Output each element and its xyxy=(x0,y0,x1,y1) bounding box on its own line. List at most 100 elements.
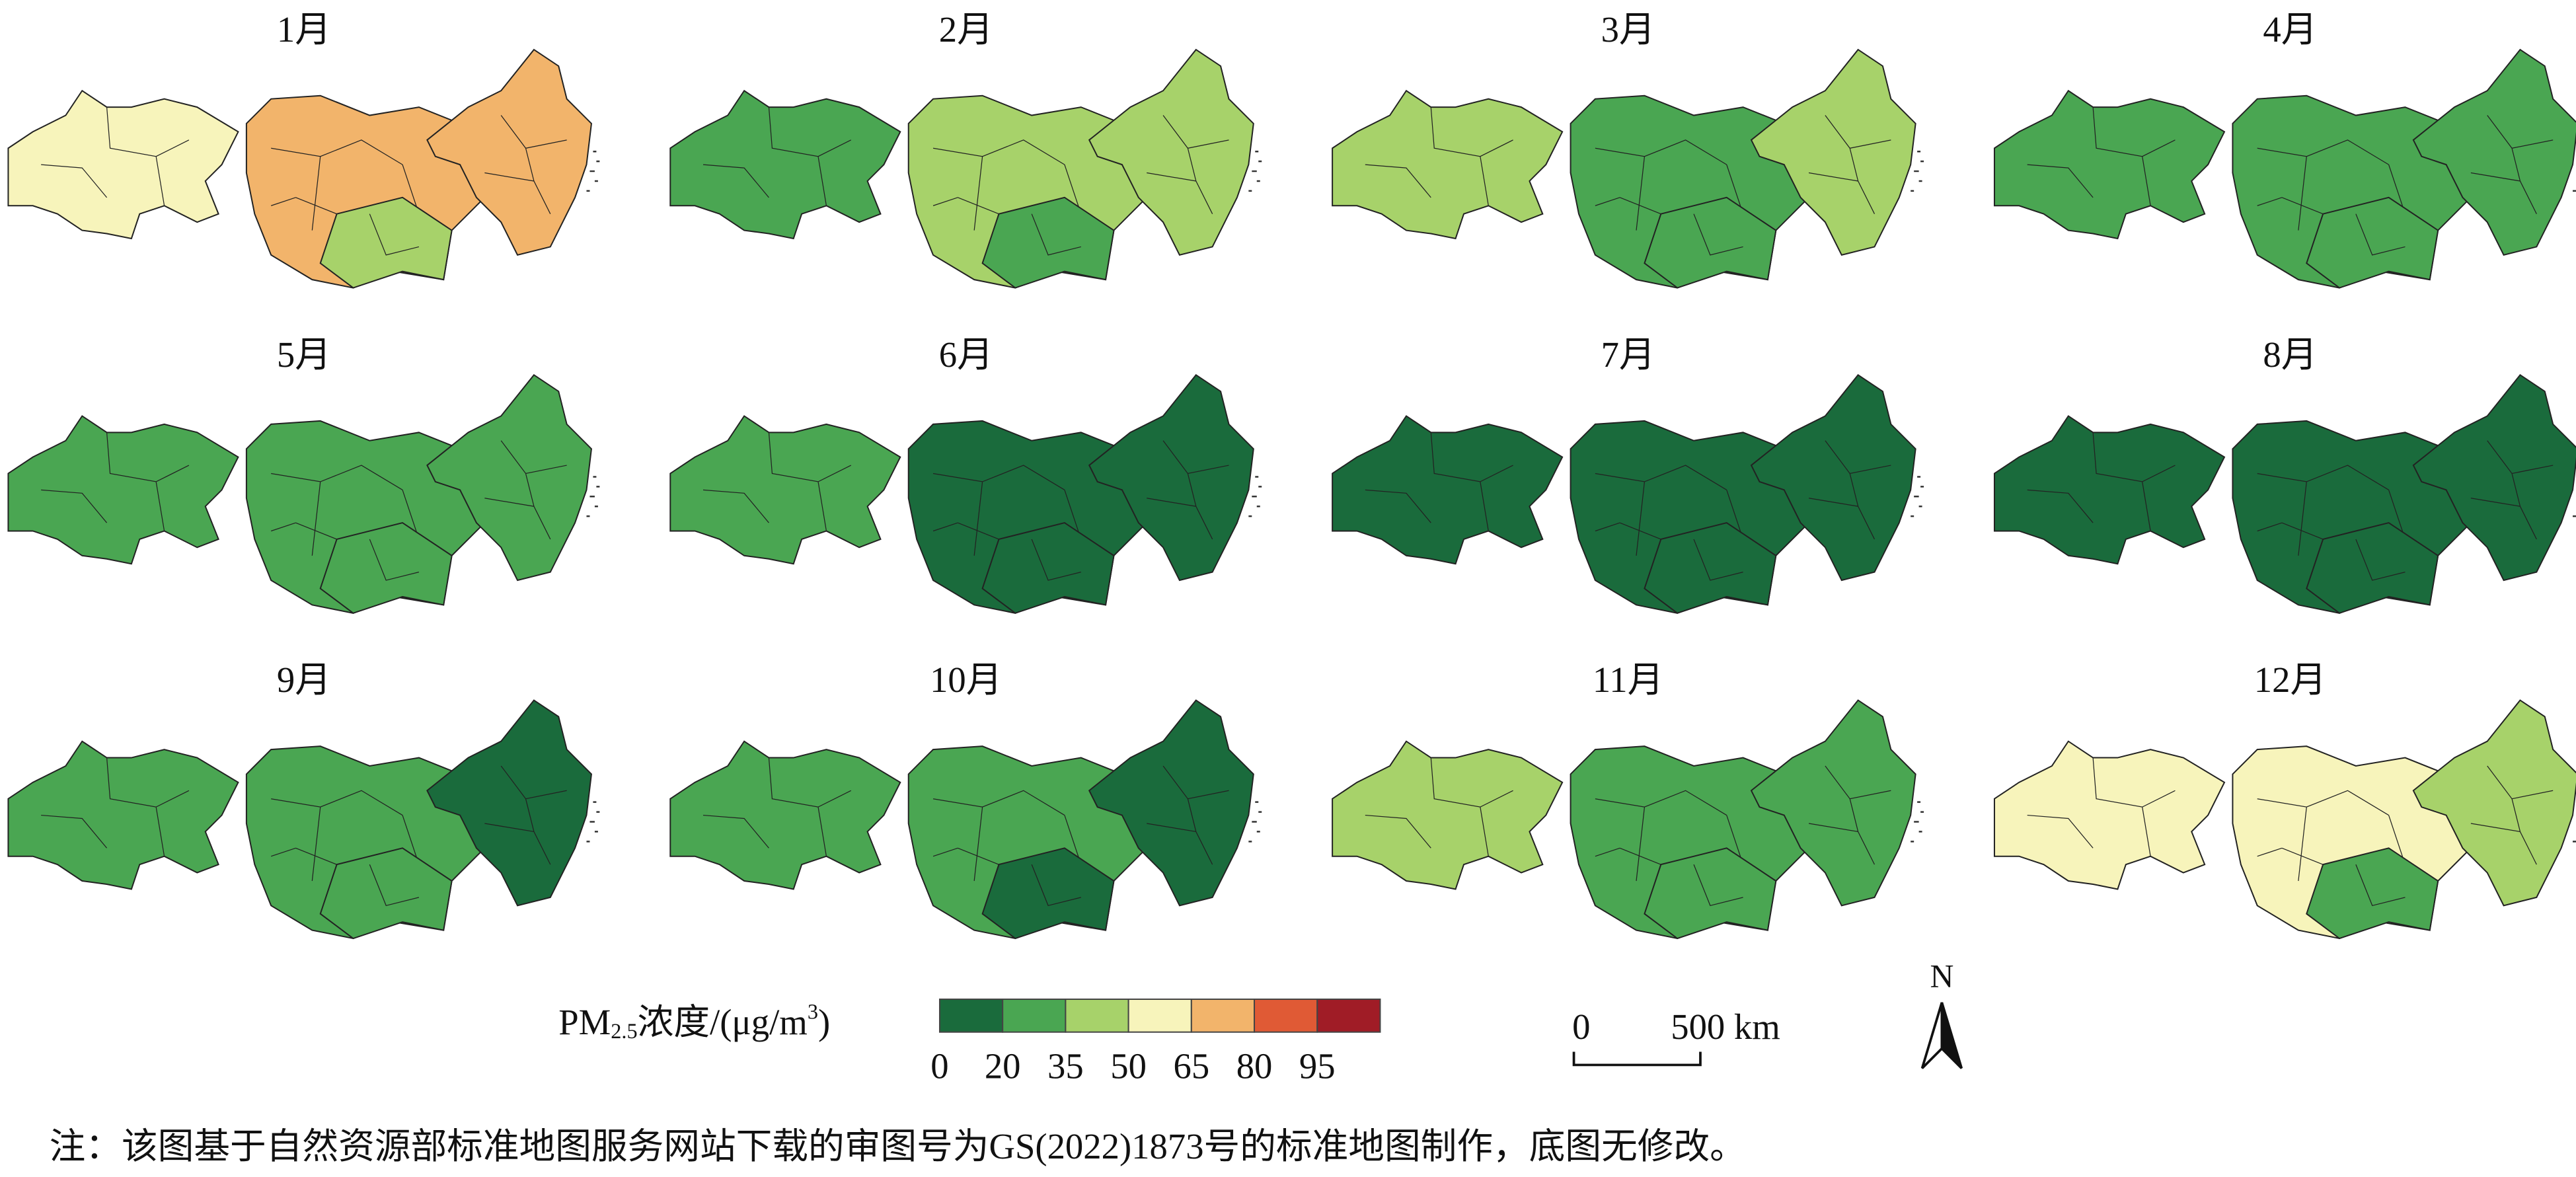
region xyxy=(319,847,453,940)
district-border xyxy=(702,757,852,856)
legend-title-end: ) xyxy=(818,1001,830,1042)
month-label: 8月 xyxy=(2263,334,2317,375)
month-label: 10月 xyxy=(930,660,1002,700)
legend-swatch xyxy=(1065,998,1129,1033)
district-border xyxy=(1031,213,1081,256)
district-border xyxy=(2355,539,2406,581)
district-border xyxy=(932,465,1082,556)
region xyxy=(1750,373,1916,582)
region xyxy=(2306,847,2439,940)
district-border xyxy=(1595,139,1744,231)
legend-swatch xyxy=(1002,998,1067,1033)
region xyxy=(1750,48,1916,256)
region xyxy=(7,415,239,565)
region xyxy=(1750,699,1916,907)
district-border xyxy=(2257,790,2406,882)
legend-swatch xyxy=(938,998,1004,1033)
district-border xyxy=(1031,864,1081,907)
district-border xyxy=(1808,440,1891,540)
district-border xyxy=(1147,765,1229,865)
region xyxy=(426,48,592,256)
legend-title-rest: 浓度/(μg/m xyxy=(638,1001,808,1042)
region xyxy=(981,196,1115,289)
map xyxy=(7,373,600,614)
district-border xyxy=(2257,139,2406,231)
district-border xyxy=(1808,765,1891,865)
islands xyxy=(1248,801,1262,843)
district-border xyxy=(1147,115,1229,214)
district-border xyxy=(1693,539,1743,581)
region xyxy=(1088,48,1254,256)
islands xyxy=(1911,150,1924,192)
region xyxy=(2306,521,2439,614)
region xyxy=(2412,373,2576,582)
legend-break: 80 xyxy=(1236,1045,1273,1086)
district-border xyxy=(2027,432,2176,531)
scale-end: 500 km xyxy=(1671,1006,1780,1047)
district-border xyxy=(2027,107,2176,206)
district-border xyxy=(1365,107,1513,206)
islands xyxy=(1248,150,1262,192)
district-border xyxy=(270,790,420,882)
district-border xyxy=(1031,539,1081,581)
region xyxy=(1644,521,1777,614)
region xyxy=(2412,48,2576,256)
region xyxy=(981,847,1115,940)
region xyxy=(1644,196,1777,289)
district-border xyxy=(1147,440,1229,540)
islands xyxy=(1248,476,1262,517)
district-border xyxy=(369,213,420,256)
region xyxy=(1993,89,2226,240)
month-label: 2月 xyxy=(939,9,993,50)
month-label: 12月 xyxy=(2254,660,2326,700)
region xyxy=(1993,740,2226,890)
district-border xyxy=(1693,213,1743,256)
district-border xyxy=(484,440,567,540)
district-border xyxy=(932,139,1082,231)
region xyxy=(981,521,1115,614)
region xyxy=(1088,699,1254,907)
north-arrow-left xyxy=(1920,1002,1944,1069)
district-border xyxy=(270,465,420,556)
legend-swatch xyxy=(1190,998,1256,1033)
district-border xyxy=(702,107,852,206)
legend-title-sub: 2.5 xyxy=(611,1020,637,1044)
map xyxy=(1332,373,1924,614)
legend-break: 95 xyxy=(1299,1045,1336,1086)
month-label: 7月 xyxy=(1601,334,1655,375)
scale-bar xyxy=(1572,1051,1702,1067)
month-label: 11月 xyxy=(1593,660,1663,700)
map xyxy=(7,48,600,289)
region xyxy=(1993,415,2226,565)
region xyxy=(669,89,901,240)
district-border xyxy=(270,139,420,231)
legend-break: 50 xyxy=(1110,1045,1147,1086)
district-border xyxy=(932,790,1082,882)
islands xyxy=(1911,801,1924,843)
district-border xyxy=(484,765,567,865)
legend-title-main: PM xyxy=(558,1001,611,1042)
region xyxy=(426,373,592,582)
month-label: 6月 xyxy=(939,334,993,375)
legend-swatch xyxy=(1127,998,1192,1033)
month-label: 4月 xyxy=(2263,9,2317,50)
legend-title-sup: 3 xyxy=(808,1000,818,1024)
map xyxy=(1993,373,2576,614)
region xyxy=(7,740,239,890)
region xyxy=(319,196,453,289)
district-border xyxy=(484,115,567,214)
district-border xyxy=(41,432,190,531)
region xyxy=(1332,89,1564,240)
legend-break: 0 xyxy=(930,1045,948,1086)
district-border xyxy=(41,757,190,856)
note: 注：该图基于自然资源部标准地图服务网站下载的审图号为GS(2022)1873号的… xyxy=(50,1126,1746,1166)
region xyxy=(1332,740,1564,890)
map xyxy=(7,699,600,940)
region xyxy=(2306,196,2439,289)
month-label: 5月 xyxy=(277,334,331,375)
district-border xyxy=(369,864,420,907)
legend-title: PM2.5浓度/(μg/m3) xyxy=(558,1000,830,1044)
district-border xyxy=(369,539,420,581)
month-label: 1月 xyxy=(277,9,331,50)
